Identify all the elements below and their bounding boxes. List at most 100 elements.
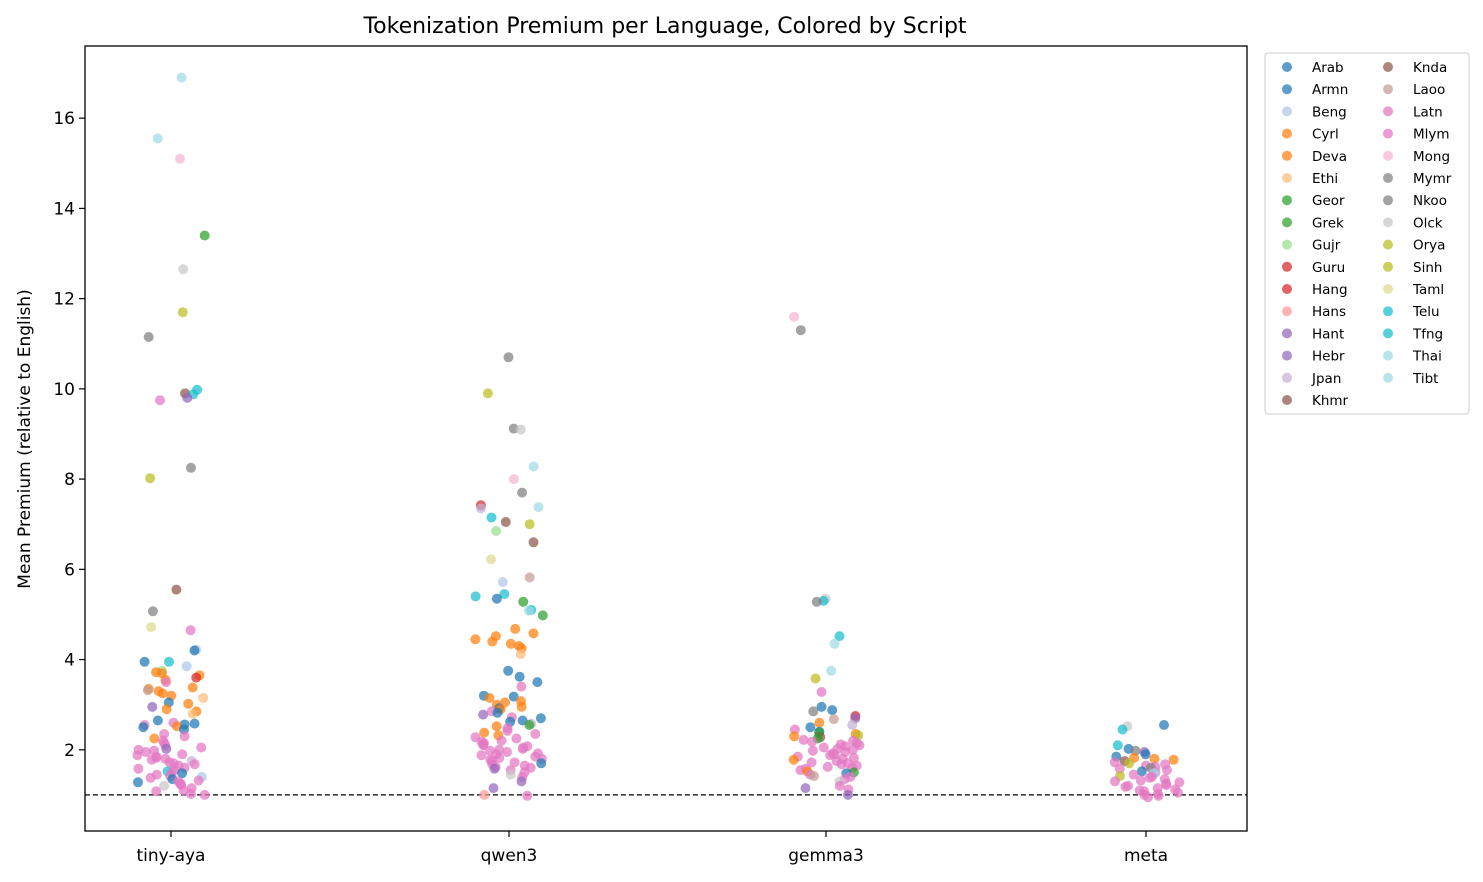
data-point <box>502 725 513 736</box>
data-point <box>486 554 496 565</box>
data-point <box>524 605 534 616</box>
legend-label: Telu <box>1412 304 1440 320</box>
legend-item: Cyrl <box>1282 127 1339 143</box>
legend-marker <box>1383 261 1393 272</box>
legend-label: Arab <box>1312 60 1344 76</box>
data-point <box>503 665 514 676</box>
data-point <box>164 656 174 667</box>
legend-label: Ethi <box>1312 171 1338 187</box>
data-point <box>536 758 547 769</box>
legend-label: Tfng <box>1412 326 1443 342</box>
data-point <box>486 512 497 523</box>
data-point <box>482 388 493 399</box>
data-point <box>516 681 527 692</box>
data-point <box>800 783 811 794</box>
legend-item: Beng <box>1282 104 1347 120</box>
legend-label: Taml <box>1412 282 1444 298</box>
data-point <box>789 311 800 322</box>
x-tick-label: meta <box>1124 846 1168 866</box>
legend-item: Hant <box>1282 326 1344 342</box>
data-point <box>502 747 512 757</box>
data-point <box>492 707 503 718</box>
legend-item: Guru <box>1282 260 1345 276</box>
legend-marker <box>1383 284 1393 294</box>
data-point <box>1117 724 1128 735</box>
data-point <box>133 763 144 774</box>
legend-item: Knda <box>1383 60 1447 76</box>
data-point <box>518 596 529 607</box>
data-point <box>155 395 165 406</box>
data-point <box>185 625 196 636</box>
x-tick-label: gemma3 <box>788 846 864 866</box>
data-point <box>798 734 809 745</box>
data-point <box>152 133 163 144</box>
data-point <box>199 230 210 241</box>
legend-marker <box>1383 372 1393 383</box>
legend-marker <box>1282 195 1292 206</box>
data-point <box>152 715 163 726</box>
data-point <box>524 519 535 530</box>
data-point <box>789 731 800 742</box>
legend-marker <box>1282 217 1292 228</box>
legend-label: Hant <box>1312 326 1344 342</box>
data-point <box>795 325 806 336</box>
data-point <box>816 687 827 697</box>
data-point <box>183 698 194 709</box>
data-point <box>528 537 539 548</box>
data-point <box>535 713 546 724</box>
data-point <box>488 783 499 794</box>
legend-marker <box>1282 62 1292 72</box>
data-point <box>1140 749 1151 760</box>
data-point <box>187 708 198 719</box>
legend-marker <box>1383 217 1393 228</box>
data-point <box>516 701 527 712</box>
data-point <box>491 593 502 604</box>
data-point <box>177 749 188 760</box>
data-point <box>806 757 817 768</box>
data-point <box>491 721 502 732</box>
data-point <box>146 622 157 633</box>
y-tick-label: 16 <box>53 109 75 129</box>
data-point <box>847 744 858 755</box>
data-point <box>491 526 502 536</box>
data-point <box>517 487 528 498</box>
legend-label: Cyrl <box>1312 127 1339 143</box>
data-point <box>1110 776 1120 787</box>
legend-marker <box>1383 328 1393 339</box>
data-point <box>143 332 154 342</box>
legend-marker <box>1383 84 1393 95</box>
data-point <box>509 757 520 768</box>
data-point <box>476 750 487 761</box>
data-point <box>818 742 829 753</box>
data-point <box>479 789 490 800</box>
legend-marker <box>1383 62 1393 72</box>
legend-item: Laoo <box>1383 82 1445 98</box>
data-point <box>189 759 200 770</box>
data-point <box>496 735 507 746</box>
legend-item: Armn <box>1282 82 1348 98</box>
data-point <box>484 692 495 703</box>
data-point <box>847 720 858 730</box>
data-point <box>171 584 182 595</box>
legend-marker <box>1282 350 1292 361</box>
legend-item: Orya <box>1383 238 1445 254</box>
legend-label: Deva <box>1312 149 1347 165</box>
legend-marker <box>1282 372 1292 383</box>
data-point <box>834 631 845 642</box>
legend-marker <box>1282 284 1292 294</box>
legend-label: Geor <box>1312 193 1345 209</box>
data-point <box>1128 769 1139 780</box>
legend-marker <box>1383 306 1393 317</box>
data-point <box>157 688 168 699</box>
data-point <box>1173 787 1183 798</box>
data-point <box>159 780 170 791</box>
legend-frame <box>1264 52 1470 415</box>
legend-label: Hebr <box>1312 349 1345 365</box>
legend-label: Mlym <box>1413 127 1450 143</box>
data-point <box>161 743 172 754</box>
data-point <box>161 704 172 715</box>
data-point <box>182 392 193 403</box>
data-point <box>805 722 816 733</box>
data-point <box>176 72 187 83</box>
legend-item: Thai <box>1383 349 1442 365</box>
